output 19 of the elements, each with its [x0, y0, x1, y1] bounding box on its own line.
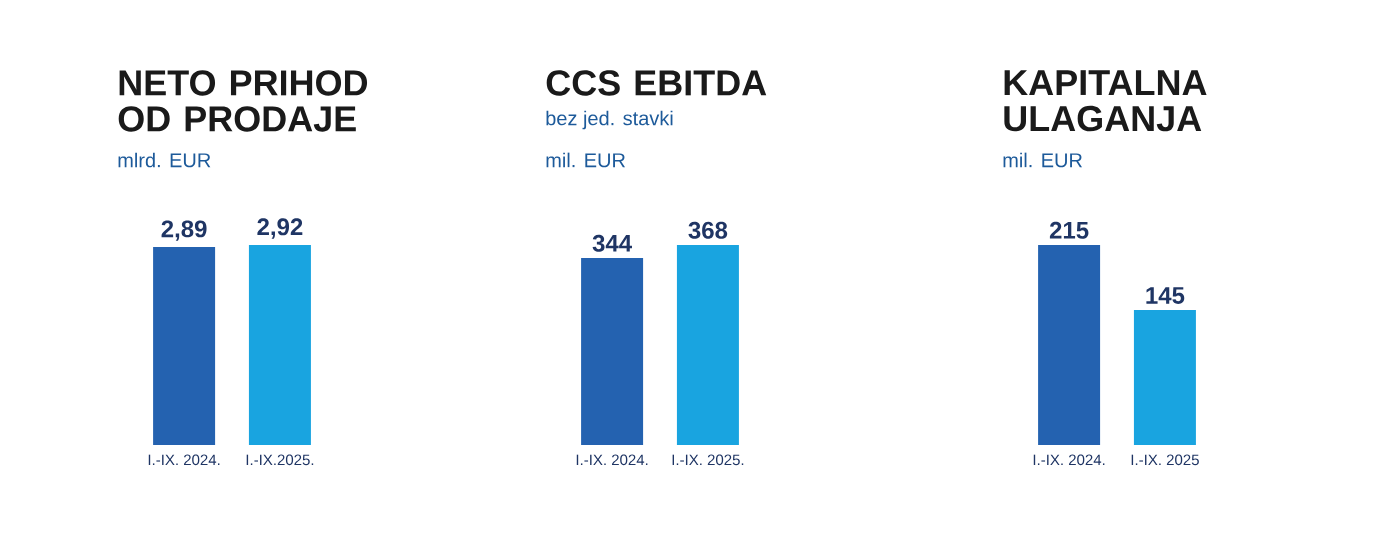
data-label: 145 — [1146, 287, 1185, 304]
data-label: 2,92 — [257, 218, 303, 239]
data-label: 368 — [688, 221, 728, 239]
chart-subtitle: bez jed. stavki — [546, 110, 673, 130]
x-tick-label: I.-IX. 2024. — [576, 454, 648, 466]
chart-title: CCS EBITDA — [546, 70, 767, 96]
y-axis-title: mil. EUR — [546, 152, 626, 168]
x-tick-label: I.-IX. 2024. — [148, 454, 220, 466]
data-label: 215 — [1049, 221, 1089, 239]
y-axis-title: mlrd. EUR — [118, 152, 211, 168]
y-axis-title: mil. EUR — [1003, 152, 1082, 168]
x-tick-label: I.-IX. 2025. — [672, 454, 744, 466]
chart-title: KAPITALNA ULAGANJA — [1004, 70, 1207, 132]
x-tick-label: I.-IX. 2025 — [1131, 454, 1199, 466]
x-tick-label: I.-IX. 2024. — [1033, 454, 1105, 466]
chart-title: NETO PRIHOD OD PRODAJE — [118, 70, 368, 132]
data-label: 2,89 — [161, 220, 207, 241]
data-label: 344 — [592, 234, 632, 252]
x-tick-label: I.-IX.2025. — [246, 454, 314, 466]
